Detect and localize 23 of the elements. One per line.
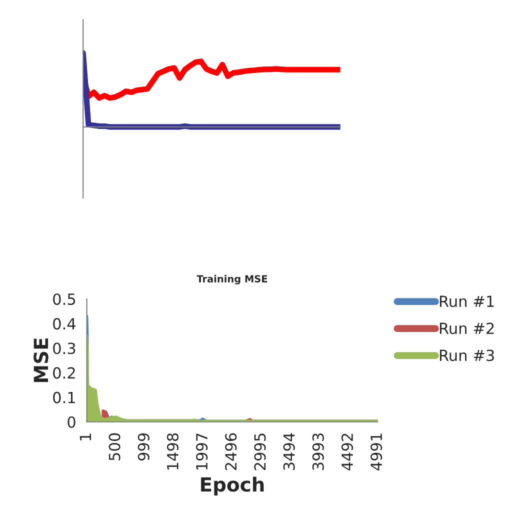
x-tick-label: 1 xyxy=(80,434,92,440)
y-tick-label: 0.4 xyxy=(53,318,76,330)
legend-label: Run #2 xyxy=(440,322,494,334)
x-tick-label: 2995 xyxy=(254,434,266,470)
x-tick-label: 4492 xyxy=(341,434,354,470)
y-tick-label: 0.1 xyxy=(53,392,75,404)
y-tick-label: 0.5 xyxy=(53,293,76,306)
y-axis-title: MSE xyxy=(34,338,48,382)
y-tick-label: 0.3 xyxy=(53,342,76,354)
chart-title: Training MSE xyxy=(196,274,268,284)
x-tick-label: 1498 xyxy=(166,433,178,470)
x-tick-label: 3993 xyxy=(312,434,324,470)
x-tick-label: 500 xyxy=(108,433,120,460)
x-tick-label: 1997 xyxy=(196,434,208,470)
x-axis-title: Epoch xyxy=(201,476,264,496)
legend-label: Run #1 xyxy=(440,296,494,308)
x-tick-label: 999 xyxy=(138,433,150,460)
legend-label: Run #3 xyxy=(440,350,494,362)
y-tick-label: 0 xyxy=(68,416,76,428)
x-tick-label: 3494 xyxy=(283,433,295,470)
x-tick-label: 2496 xyxy=(225,433,237,470)
y-tick-label: 0.2 xyxy=(53,367,75,379)
x-tick-label: 4991 xyxy=(370,434,382,470)
